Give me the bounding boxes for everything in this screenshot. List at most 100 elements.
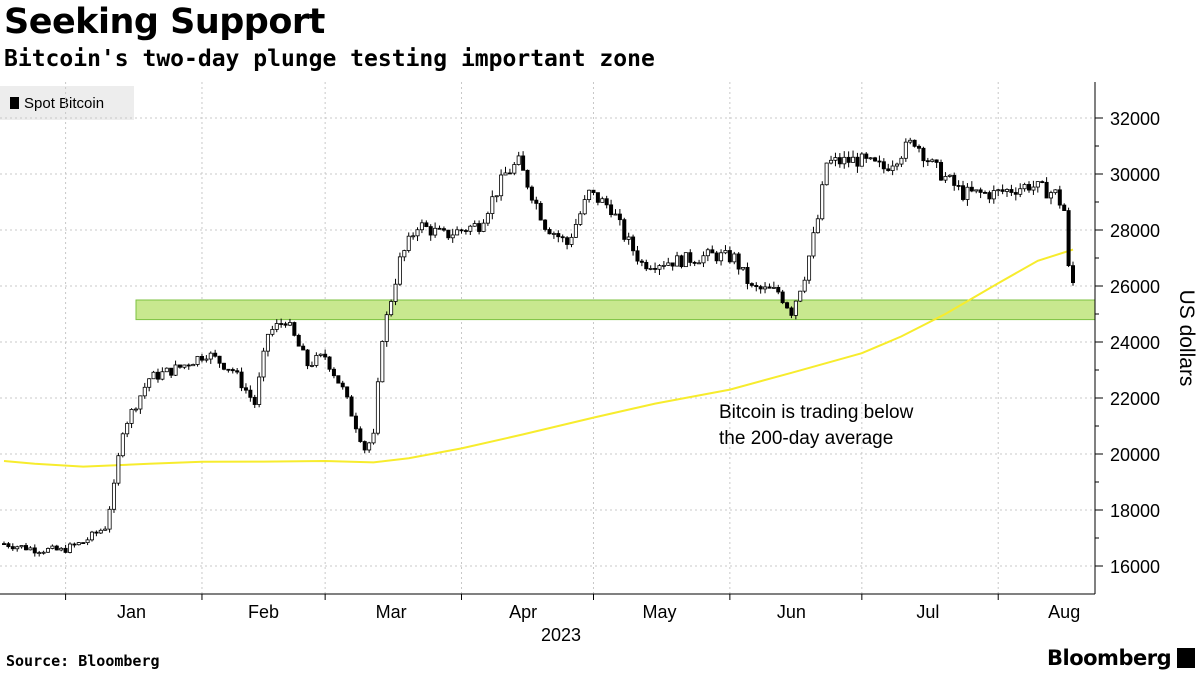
candle-body <box>644 261 649 270</box>
candle-body <box>1013 192 1018 195</box>
candle <box>120 432 125 458</box>
candle-body <box>28 547 33 551</box>
candle <box>877 155 882 168</box>
candle <box>389 299 394 317</box>
candle <box>635 245 640 265</box>
candle <box>807 255 812 284</box>
candle <box>437 225 442 230</box>
candle <box>736 252 741 275</box>
candle <box>133 407 138 413</box>
candle <box>609 199 614 218</box>
candle-body <box>741 267 746 270</box>
candle <box>230 367 235 374</box>
candle-body <box>292 322 297 336</box>
candle <box>221 362 226 371</box>
candle <box>943 172 948 183</box>
candle <box>1066 207 1071 268</box>
candle-body <box>534 199 539 204</box>
candle <box>604 195 609 209</box>
candle-body <box>243 387 248 391</box>
candle-body <box>191 364 196 367</box>
candle-body <box>947 174 952 177</box>
grid <box>0 82 1095 594</box>
candle <box>983 190 988 194</box>
candle <box>32 544 37 557</box>
candle-body <box>573 224 578 238</box>
candle <box>459 228 464 234</box>
candle <box>111 479 116 513</box>
candle <box>371 428 376 445</box>
candle-body <box>463 230 468 232</box>
candle-body <box>622 219 627 240</box>
legend: Spot Bitcoin <box>0 86 134 120</box>
candle <box>204 355 209 363</box>
candle-body <box>565 237 570 245</box>
candle-body <box>367 442 372 451</box>
candle <box>991 185 996 204</box>
candle <box>446 229 451 240</box>
candle-body <box>600 198 605 203</box>
candle-body <box>719 252 724 262</box>
x-tick-label: Apr <box>509 602 537 622</box>
y-tick-label: 16000 <box>1110 557 1160 577</box>
candle <box>67 542 72 554</box>
candle-body <box>1049 192 1054 199</box>
candle <box>182 364 187 370</box>
candle-body <box>771 286 776 289</box>
candle <box>485 211 490 226</box>
candle-body <box>965 186 970 200</box>
candle <box>631 234 636 256</box>
candle <box>538 201 543 221</box>
candle-body <box>529 186 534 201</box>
candle <box>785 301 790 309</box>
candle <box>679 254 684 269</box>
candle <box>1049 190 1054 205</box>
candle-body <box>283 323 288 326</box>
candle <box>547 227 552 235</box>
candle-body <box>595 192 600 203</box>
candle <box>683 252 688 268</box>
candle-body <box>675 255 680 267</box>
candle <box>103 526 108 531</box>
candle <box>859 152 864 167</box>
candle-body <box>301 345 306 351</box>
candle-body <box>697 262 702 265</box>
candle <box>151 370 156 380</box>
candle <box>195 355 200 367</box>
x-tick-label: Jul <box>916 602 939 622</box>
candle <box>697 259 702 265</box>
candle <box>719 249 724 266</box>
candle <box>419 219 424 234</box>
candle <box>653 262 658 274</box>
candle <box>155 368 160 383</box>
candle <box>587 189 592 203</box>
candle-body <box>472 223 477 227</box>
candle <box>274 319 279 333</box>
candle-body <box>164 367 169 373</box>
candle-body <box>613 213 618 216</box>
y-tick-label: 18000 <box>1110 501 1160 521</box>
candle <box>309 361 314 368</box>
candle-body <box>265 333 270 352</box>
candle-body <box>1009 189 1014 193</box>
candle <box>648 265 653 271</box>
candle <box>37 550 42 557</box>
candle <box>1005 188 1010 197</box>
candle-body <box>437 227 442 230</box>
candle-body <box>516 155 521 165</box>
candle <box>164 367 169 373</box>
candle <box>578 211 583 226</box>
candle-body <box>358 428 363 442</box>
y-tick-label: 28000 <box>1110 221 1160 241</box>
candle <box>217 355 222 368</box>
candle-body <box>199 356 204 361</box>
candle-body <box>934 159 939 163</box>
candle-body <box>851 156 856 163</box>
candle <box>301 343 306 351</box>
candle-body <box>151 371 156 380</box>
candle-body <box>261 350 266 378</box>
candle <box>741 267 746 271</box>
candle <box>340 380 345 390</box>
candle <box>59 547 64 552</box>
candle <box>723 245 728 255</box>
